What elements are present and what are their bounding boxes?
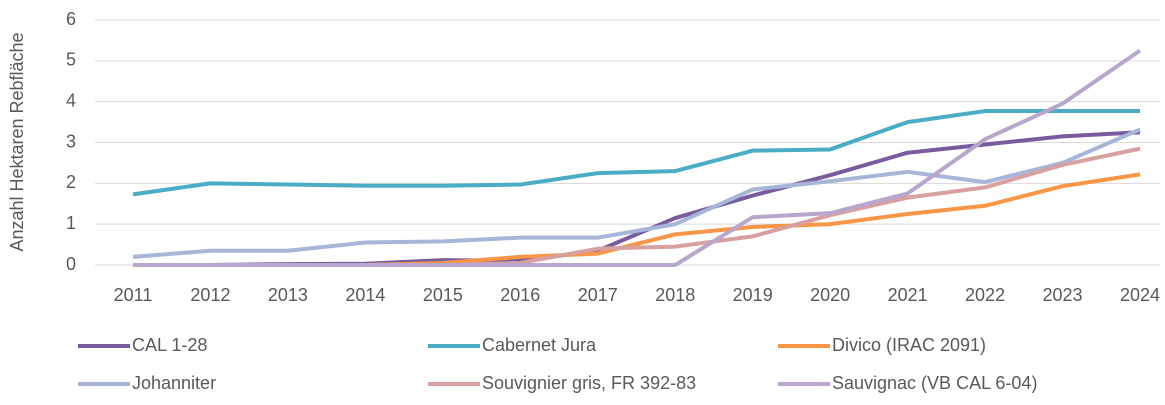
x-tick-label: 2014 — [345, 285, 385, 305]
y-tick-label: 0 — [66, 254, 76, 274]
series-line — [132, 127, 1141, 259]
x-tick-label: 2017 — [578, 285, 618, 305]
legend-label: Souvignier gris, FR 392-83 — [482, 373, 696, 393]
x-tick-label: 2016 — [500, 285, 540, 305]
x-tick-label: 2020 — [810, 285, 850, 305]
y-tick-label: 2 — [66, 172, 76, 192]
x-tick-label: 2012 — [190, 285, 230, 305]
x-tick-label: 2013 — [268, 285, 308, 305]
y-axis-label: Anzahl Hektaren Rebfläche — [7, 32, 27, 251]
y-tick-label: 3 — [66, 131, 76, 151]
x-tick-label: 2024 — [1120, 285, 1160, 305]
series-line — [132, 109, 1140, 197]
x-tick-label: 2019 — [733, 285, 773, 305]
legend-label: CAL 1-28 — [132, 335, 207, 355]
x-tick-label: 2021 — [888, 285, 928, 305]
legend-label: Johanniter — [132, 373, 216, 393]
y-tick-label: 4 — [66, 90, 76, 110]
y-tick-label: 5 — [66, 50, 76, 70]
legend-label: Cabernet Jura — [482, 335, 597, 355]
legend-label: Divico (IRAC 2091) — [832, 335, 986, 355]
x-tick-label: 2023 — [1042, 285, 1082, 305]
x-tick-label: 2022 — [965, 285, 1005, 305]
legend-label: Sauvignac (VB CAL 6-04) — [832, 373, 1037, 393]
y-tick-label: 6 — [66, 9, 76, 29]
x-tick-label: 2015 — [423, 285, 463, 305]
x-tick-label: 2018 — [655, 285, 695, 305]
series-line — [133, 48, 1142, 267]
x-tick-label: 2011 — [114, 285, 153, 305]
y-tick-label: 1 — [66, 213, 76, 233]
